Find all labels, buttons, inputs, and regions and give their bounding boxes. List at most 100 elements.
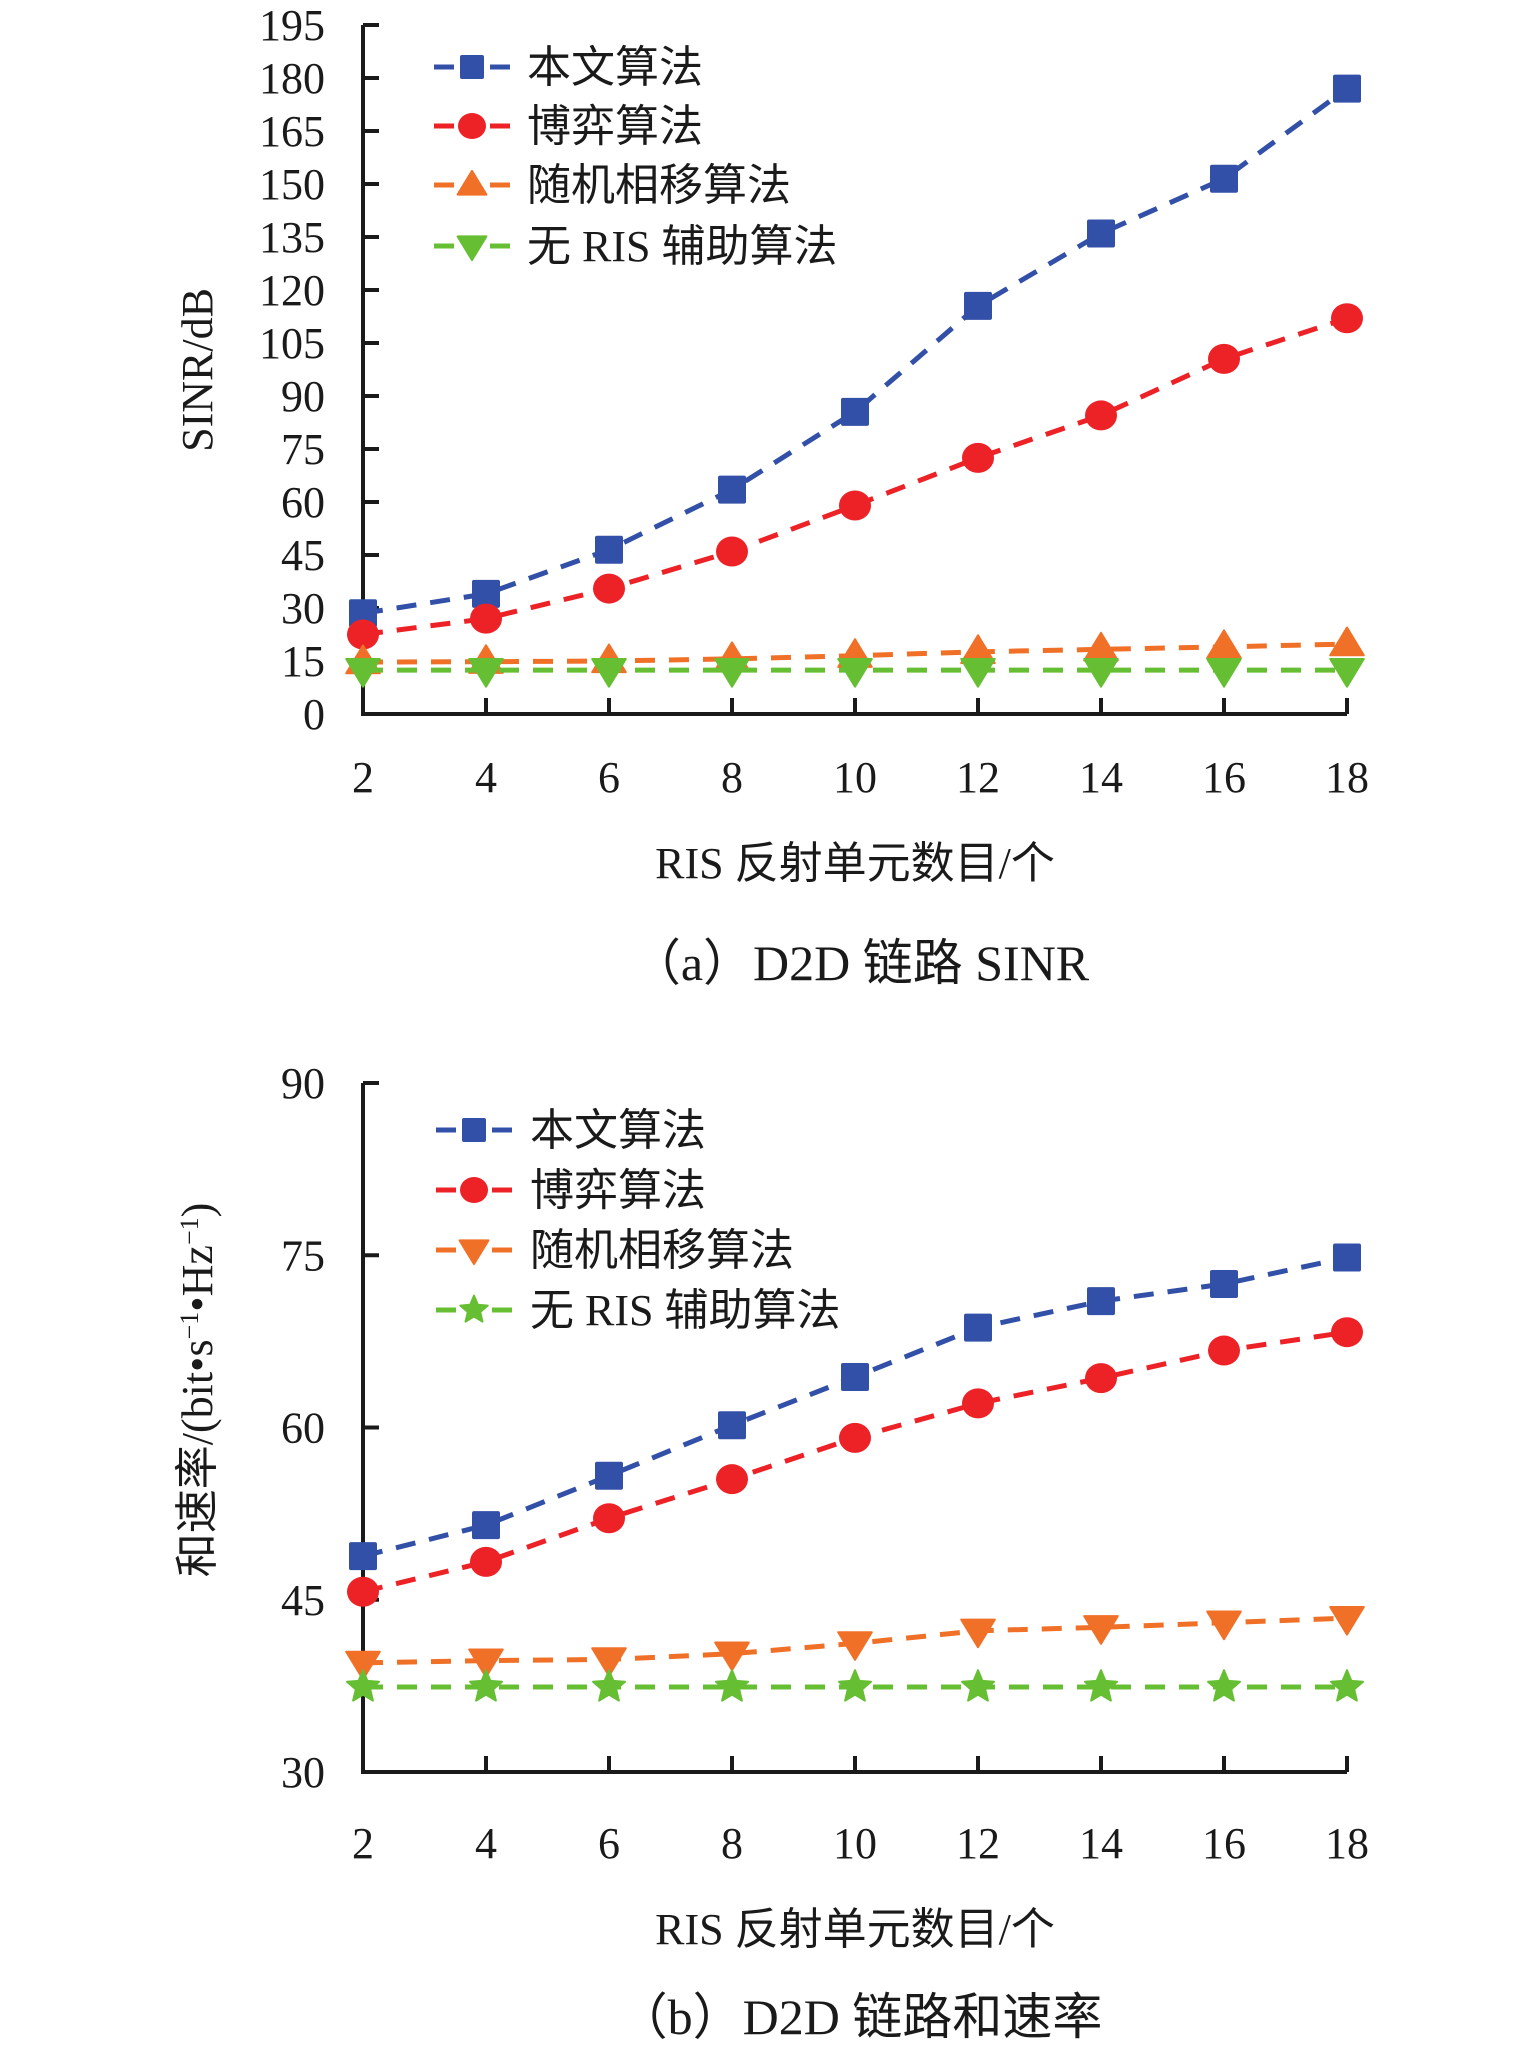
data-point [592,1669,626,1702]
data-point [470,1546,502,1577]
data-point [964,1313,992,1342]
data-point [1329,1605,1365,1636]
legend-item: 随机相移算法 [436,1226,794,1275]
legend-label: 本文算法 [530,1106,706,1155]
legend-label: 随机相移算法 [530,1226,794,1275]
legend-item: 无 RIS 辅助算法 [434,222,837,271]
data-point [468,1648,504,1679]
chart-panel-a: SINR/dB RIS 反射单元数目/个 （a）D2D 链路 SINR 0153… [173,1,1369,991]
data-point [718,475,746,504]
y-tick-label: 45 [281,531,325,580]
data-point [595,1461,623,1490]
legend-marker-icon [456,169,488,196]
data-point [714,658,750,688]
data-point [345,1650,381,1681]
chart-panel-b: 和速率/(bit•s−1•Hz−1) RIS 反射单元数目/个 （b）D2D 链… [173,1059,1369,2045]
legend-marker-icon [460,55,484,79]
data-point [837,1631,873,1661]
legend-marker-icon [458,1239,490,1266]
data-point [714,1641,750,1672]
x-tick-label: 12 [956,1819,1000,1868]
data-point [1206,658,1242,688]
data-point [593,1503,625,1534]
legend-marker-icon [460,1177,488,1203]
y-tick-label: 30 [281,1748,325,1797]
data-point [591,1647,627,1677]
legend-item: 博弈算法 [434,102,703,151]
x-axis-title: RIS 反射单元数目/个 [655,839,1055,888]
data-point [1206,629,1242,660]
data-point [962,1388,994,1419]
legend-marker-icon [458,113,486,139]
y-tick-label: 75 [281,425,325,474]
y-tick-label: 45 [281,1576,325,1625]
legend-marker-icon [456,235,488,262]
axis-lines [361,1083,1347,1774]
x-tick-label: 18 [1325,753,1369,802]
series-1 [349,74,1361,628]
x-tick-label: 8 [721,753,743,802]
y-tick-label: 0 [303,690,325,739]
y-tick-label: 120 [259,266,325,315]
y-tick-label: 135 [259,213,325,262]
legend-item: 本文算法 [434,43,703,92]
x-tick-label: 6 [598,753,620,802]
x-tick-label: 2 [352,753,374,802]
x-tick-label: 16 [1202,1819,1246,1868]
x-tick-label: 4 [475,753,497,802]
y-tick-label: 15 [281,637,325,686]
data-point [470,603,502,634]
series-4 [346,1669,1364,1702]
y-tick-label: 195 [259,1,325,50]
legend-item: 随机相移算法 [434,161,791,210]
data-point [1208,1335,1240,1366]
data-point [1330,1669,1364,1702]
data-point [715,1669,749,1702]
x-axis-title: RIS 反射单元数目/个 [655,1905,1055,1954]
data-point [1085,1363,1117,1394]
data-point [718,1411,746,1440]
legend-item: 博弈算法 [436,1166,706,1215]
legend-marker-icon [459,1294,489,1323]
data-point [839,490,871,521]
legend-label: 博弈算法 [527,102,703,151]
y-axis-title: 和速率/(bit•s−1•Hz−1) [173,1203,222,1578]
axes: 30 45 60 75 90 2 4 6 8 10 12 14 16 18 [281,1059,1369,1868]
data-point [346,1669,380,1702]
y-tick-label: 105 [259,319,325,368]
data-point [1085,400,1117,431]
data-point [1210,164,1238,193]
data-point [349,599,377,628]
legend-marker-icon [462,1118,486,1142]
series-2 [347,303,1363,650]
data-point [964,291,992,320]
x-tick-label: 14 [1079,1819,1123,1868]
legend-label: 无 RIS 辅助算法 [527,222,837,271]
data-point [595,535,623,564]
legend-label: 无 RIS 辅助算法 [530,1286,840,1335]
data-point [1083,658,1119,688]
legend-label: 本文算法 [527,43,703,92]
x-tick-label: 10 [833,753,877,802]
data-point [837,658,873,688]
series-4 [345,658,1365,688]
data-point [1331,1317,1363,1348]
legend-item: 本文算法 [436,1106,706,1155]
series-3 [345,1605,1365,1681]
y-tick-label: 75 [281,1231,325,1280]
x-tick-label: 2 [352,1819,374,1868]
x-tick-label: 18 [1325,1819,1369,1868]
data-point [839,1422,871,1453]
data-point [1083,1615,1119,1645]
data-point [1087,219,1115,248]
data-point [591,658,627,688]
data-point [469,1669,503,1702]
series-line [362,1255,1348,1559]
figure-caption: （b）D2D 链路和速率 [618,1989,1103,2045]
data-point [1329,658,1365,688]
y-tick-label: 90 [281,1059,325,1108]
data-point [960,1618,996,1649]
